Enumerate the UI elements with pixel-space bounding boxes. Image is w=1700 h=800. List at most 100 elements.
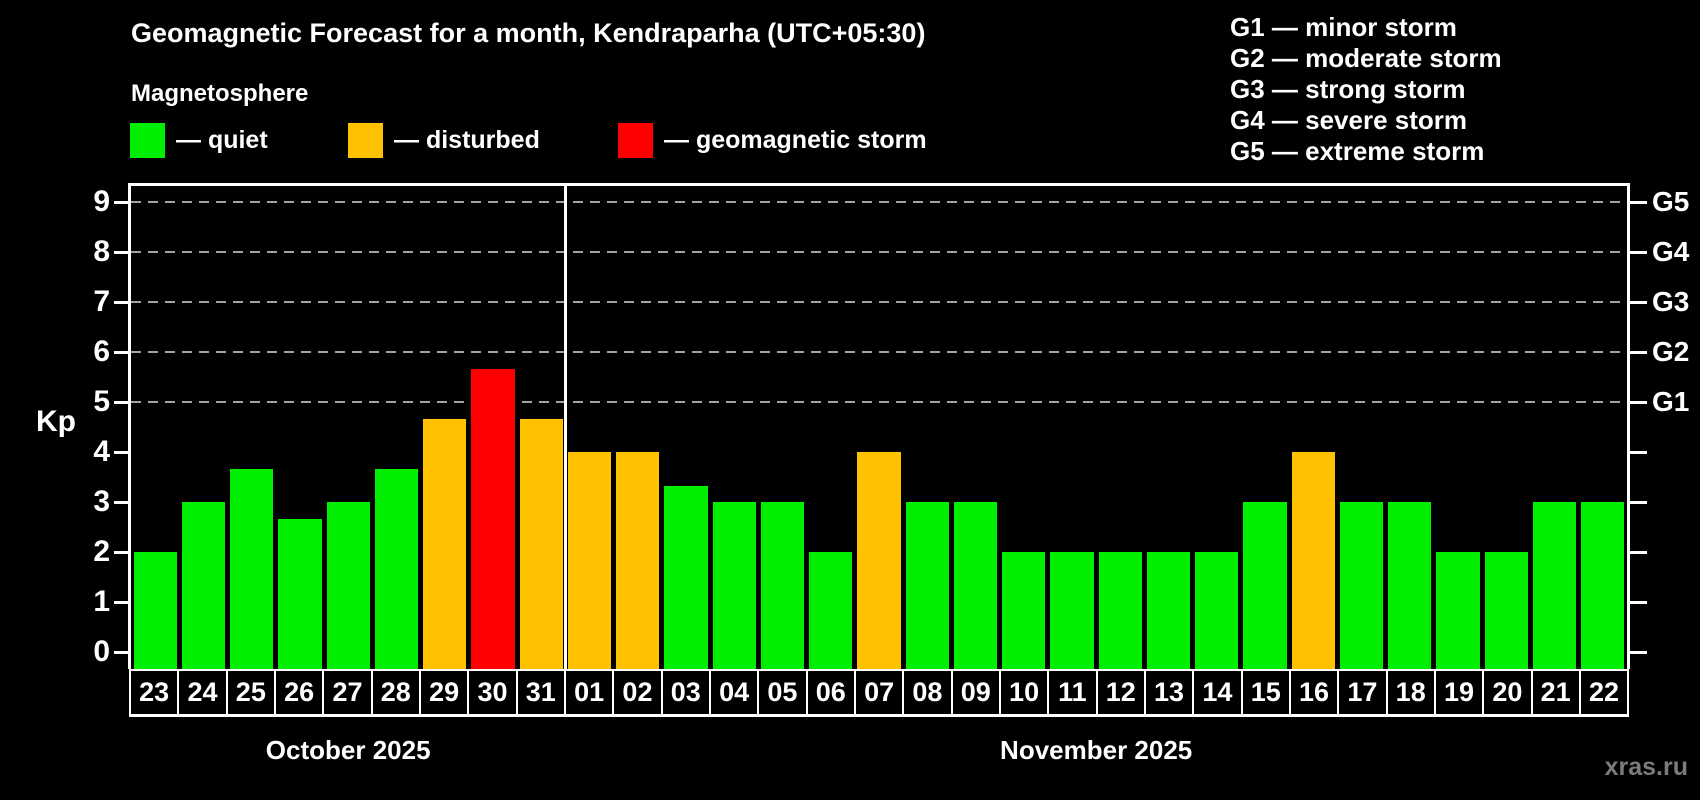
bar-oct-24 — [181, 502, 225, 669]
bar-nov-12 — [1098, 552, 1142, 669]
right-tick-4 — [1630, 451, 1647, 454]
date-cell-16: 16 — [1288, 669, 1340, 717]
bar-nov-04 — [712, 502, 756, 669]
y-tick-label-0: 0 — [93, 635, 110, 668]
gridline-kp-9 — [131, 201, 1627, 203]
bar-nov-16 — [1291, 452, 1335, 669]
y-tick-label-3: 3 — [93, 485, 110, 518]
bar-oct-30 — [471, 368, 515, 669]
bar-nov-15 — [1243, 502, 1287, 669]
plot-area — [131, 186, 1627, 669]
bar-oct-27 — [326, 502, 370, 669]
date-cell-10: 10 — [998, 669, 1050, 717]
bar-nov-10 — [1002, 552, 1046, 669]
y-tick-label-2: 2 — [93, 535, 110, 568]
date-cell-04: 04 — [708, 669, 760, 717]
bar-nov-06 — [809, 552, 853, 669]
left-tick-9 — [114, 201, 131, 204]
date-cell-15: 15 — [1240, 669, 1291, 717]
plot-top-border — [128, 183, 1630, 186]
g-legend-g1: G1 — minor storm — [1230, 12, 1457, 42]
date-cell-27: 27 — [322, 669, 373, 717]
bar-oct-23 — [133, 552, 177, 669]
date-cell-05: 05 — [757, 669, 808, 717]
left-tick-6 — [114, 351, 131, 354]
bar-nov-19 — [1436, 552, 1480, 669]
g-legend-g5: G5 — extreme storm — [1230, 136, 1485, 166]
bar-oct-29 — [423, 418, 467, 669]
bar-nov-14 — [1195, 552, 1239, 669]
date-cell-09: 09 — [950, 669, 1001, 717]
gridline-kp-6 — [131, 351, 1627, 353]
quiet-color-swatch — [130, 123, 165, 158]
date-cell-22: 22 — [1578, 669, 1630, 717]
left-tick-1 — [114, 601, 131, 604]
bar-oct-31 — [519, 418, 563, 669]
x-axis-bottom-line — [129, 714, 1629, 717]
g-axis-label-g4: G4 — [1652, 236, 1690, 267]
g-legend-g3: G3 — strong storm — [1230, 74, 1466, 104]
g-axis-label-g5: G5 — [1652, 186, 1690, 217]
right-tick-5 — [1630, 401, 1647, 404]
y-axis-line-right — [1627, 183, 1630, 669]
date-cell-30: 30 — [467, 669, 518, 717]
right-tick-6 — [1630, 351, 1647, 354]
y-tick-label-9: 9 — [93, 185, 110, 218]
g-legend-g4: G4 — severe storm — [1230, 105, 1468, 135]
y-tick-label-8: 8 — [93, 235, 110, 268]
legend-item-quiet: — quiet — [130, 122, 268, 159]
left-tick-8 — [114, 251, 131, 254]
right-tick-0 — [1630, 651, 1647, 654]
right-tick-9 — [1630, 201, 1647, 204]
g-axis-label-g2: G2 — [1652, 336, 1690, 367]
bar-nov-22 — [1581, 502, 1625, 669]
legend-label-storm: — geomagnetic storm — [664, 126, 927, 154]
bar-oct-25 — [230, 468, 274, 669]
right-tick-3 — [1630, 501, 1647, 504]
bar-nov-17 — [1339, 502, 1384, 669]
y-axis-tick-labels: 0 1 2 3 4 5 6 7 8 9 — [0, 185, 110, 669]
date-cell-17: 17 — [1337, 669, 1388, 717]
y-tick-label-7: 7 — [93, 285, 110, 318]
g-axis-label-g3: G3 — [1652, 286, 1690, 317]
bar-oct-28 — [374, 468, 419, 669]
bar-nov-21 — [1532, 502, 1577, 669]
gridline-kp-8 — [131, 251, 1627, 253]
legend-item-storm: — geomagnetic storm — [618, 122, 927, 159]
gridline-kp-7 — [131, 301, 1627, 303]
month-separator — [563, 186, 567, 669]
right-tick-8 — [1630, 251, 1647, 254]
bar-oct-26 — [278, 518, 322, 669]
date-cell-24: 24 — [177, 669, 228, 717]
bar-nov-09 — [953, 502, 998, 669]
chart-subtitle: Magnetosphere — [131, 80, 309, 107]
gridline-kp-5 — [131, 401, 1627, 403]
month-label-november: November 2025 — [1000, 735, 1193, 765]
g-axis-labels: G1 G2 G3 G4 G5 — [1652, 186, 1700, 669]
legend-item-disturbed: — disturbed — [348, 122, 540, 159]
bar-nov-07 — [857, 452, 901, 669]
g-scale-legend: G1 — minor storm G2 — moderate storm G3 … — [1230, 12, 1502, 167]
right-tick-1 — [1630, 601, 1647, 604]
left-tick-marks — [114, 186, 131, 669]
date-cell-29: 29 — [418, 669, 470, 717]
date-cell-23: 23 — [129, 669, 180, 717]
storm-color-swatch — [618, 123, 653, 158]
date-cell-02: 02 — [612, 669, 663, 717]
y-axis-title: Kp — [36, 405, 76, 438]
bar-nov-01 — [567, 452, 612, 669]
date-cell-25: 25 — [225, 669, 276, 717]
date-cell-11: 11 — [1047, 669, 1098, 717]
legend-label-disturbed: — disturbed — [394, 126, 540, 154]
date-cell-01: 01 — [563, 669, 615, 717]
month-label-october: October 2025 — [265, 735, 431, 765]
date-cell-03: 03 — [660, 669, 711, 717]
bar-nov-03 — [664, 485, 708, 669]
bar-nov-08 — [905, 502, 949, 669]
date-cell-12: 12 — [1095, 669, 1146, 717]
y-axis-line-left — [128, 183, 131, 669]
bar-nov-02 — [616, 452, 660, 669]
date-cell-19: 19 — [1433, 669, 1485, 717]
y-tick-label-4: 4 — [93, 435, 110, 468]
